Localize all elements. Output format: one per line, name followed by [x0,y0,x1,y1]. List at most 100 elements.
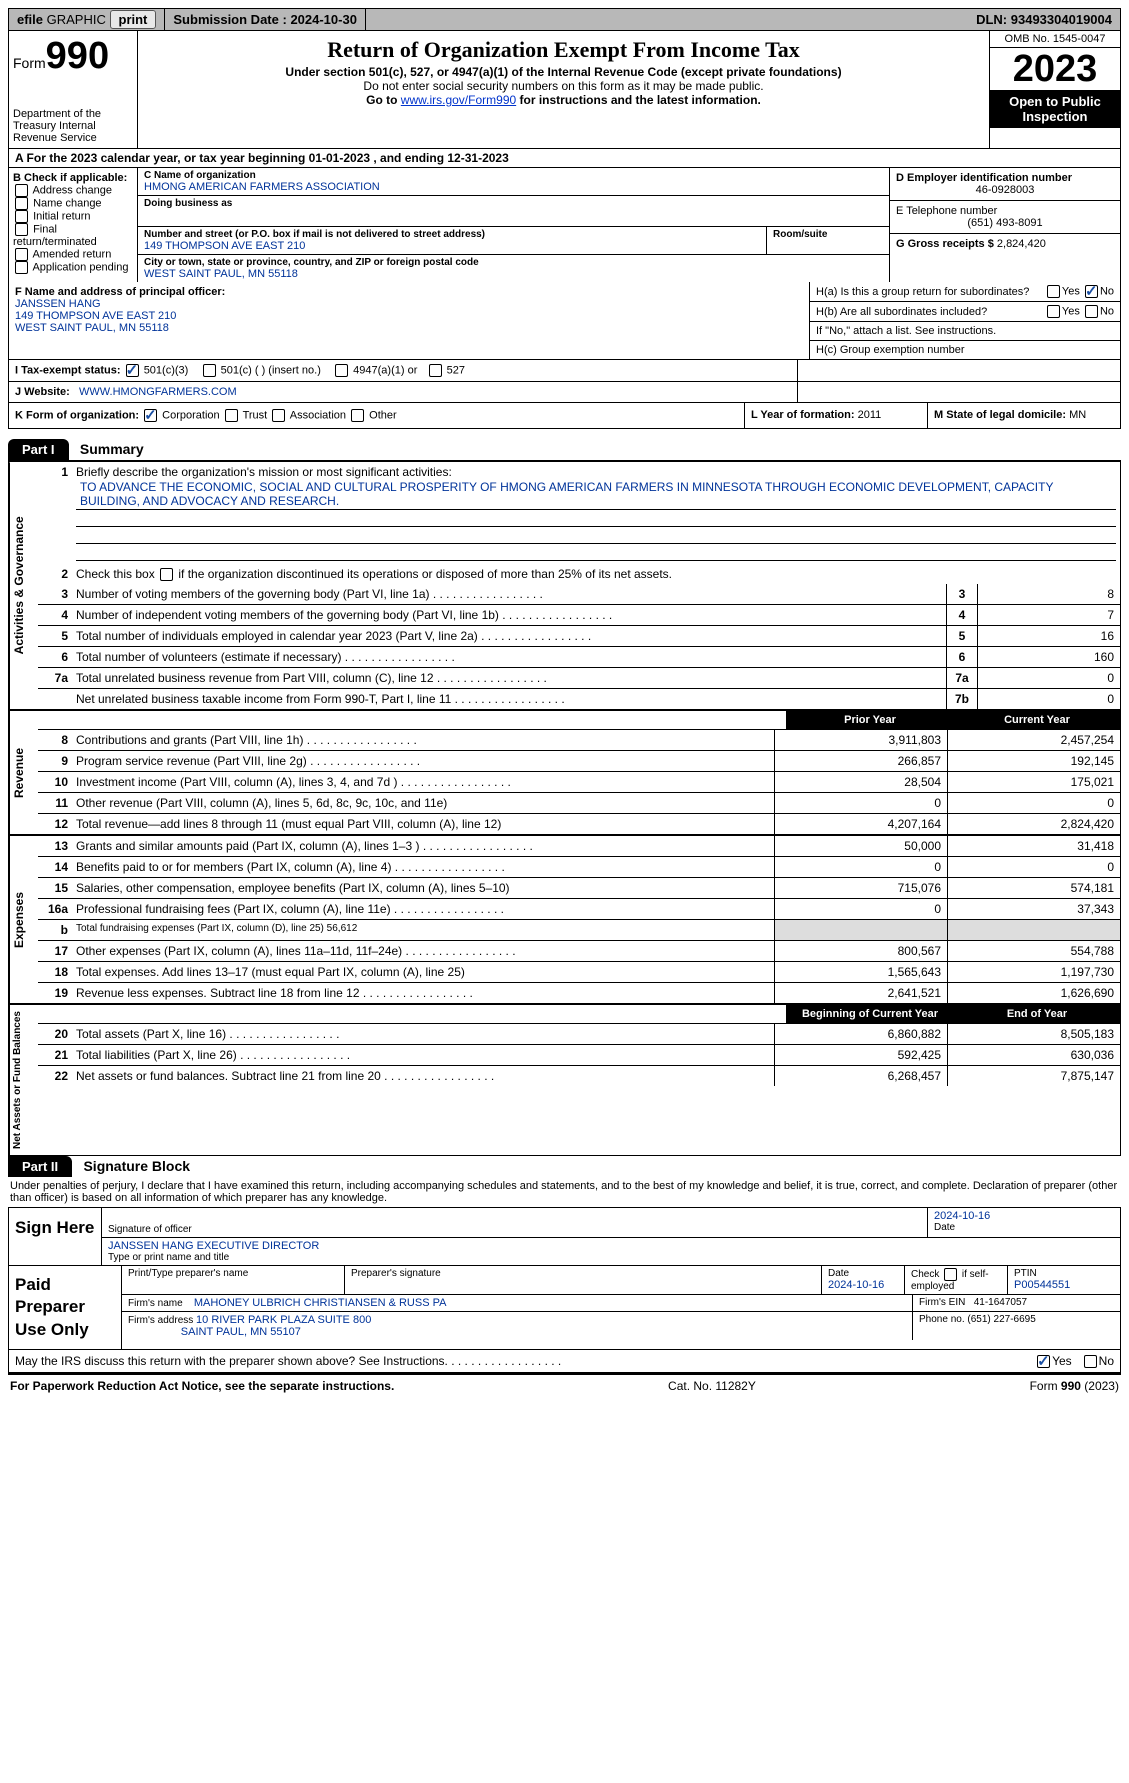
cb-hb-yes[interactable] [1047,305,1060,318]
r8-curr: 2,457,254 [947,730,1120,750]
firm-addr1: 10 RIVER PARK PLAZA SUITE 800 [196,1314,371,1326]
side-netassets: Net Assets or Fund Balances [9,1005,38,1155]
addr-label: Number and street (or P.O. box if mail i… [144,229,760,240]
part1-title: Summary [80,441,144,457]
part2-header: Part II [8,1156,72,1177]
gross-receipts-label: G Gross receipts $ [896,238,994,250]
section-bcd: B Check if applicable: Address change Na… [8,168,1121,282]
r22-desc: Net assets or fund balances. Subtract li… [72,1066,774,1086]
r11-prior: 0 [774,793,947,813]
public-inspection: Open to Public Inspection [990,90,1120,128]
part1-header: Part I [8,439,69,460]
irs-link[interactable]: www.irs.gov/Form990 [401,93,516,107]
r21-curr: 630,036 [947,1045,1120,1065]
footer: For Paperwork Reduction Act Notice, see … [8,1373,1121,1397]
summary-box: Activities & Governance 1 Briefly descri… [8,460,1121,1156]
cb-self-employed[interactable] [944,1268,957,1281]
s6-val: 160 [977,647,1120,667]
r16a-prior: 0 [774,899,947,919]
r11-desc: Other revenue (Part VIII, column (A), li… [72,793,774,813]
omb-number: OMB No. 1545-0047 [990,31,1120,48]
sig-officer-label: Signature of officer [108,1224,921,1235]
subtitle-3: Go to www.irs.gov/Form990 for instructio… [144,93,983,107]
cb-irs-yes[interactable] [1037,1355,1050,1368]
cb-final-return[interactable] [15,223,28,236]
r19-prior: 2,641,521 [774,983,947,1003]
cb-pending[interactable] [15,261,28,274]
subtitle-1: Under section 501(c), 527, or 4947(a)(1)… [144,65,983,79]
cb-assoc[interactable] [272,409,285,422]
r12-curr: 2,824,420 [947,814,1120,834]
officer-name-label: Type or print name and title [108,1252,1114,1263]
cb-trust[interactable] [225,409,238,422]
cb-discontinued[interactable] [160,568,173,581]
r14-curr: 0 [947,857,1120,877]
city-state-zip: WEST SAINT PAUL, MN 55118 [144,268,883,280]
footer-left: For Paperwork Reduction Act Notice, see … [10,1379,394,1393]
cb-name-change[interactable] [15,197,28,210]
cb-501c3[interactable] [126,364,139,377]
side-activities: Activities & Governance [9,462,38,709]
r9-curr: 192,145 [947,751,1120,771]
s1-desc: Briefly describe the organization's miss… [76,465,452,479]
r20-prior: 6,860,882 [774,1024,947,1044]
hdr-eoy: End of Year [953,1005,1120,1023]
r16a-curr: 37,343 [947,899,1120,919]
hdr-bcy: Beginning of Current Year [786,1005,953,1023]
side-revenue: Revenue [9,711,38,834]
sig-intro: Under penalties of perjury, I declare th… [8,1177,1121,1208]
r8-desc: Contributions and grants (Part VIII, lin… [72,730,774,750]
efile-label: efile GRAPHIC print [9,9,165,30]
cb-amended[interactable] [15,248,28,261]
print-button[interactable]: print [110,10,157,29]
footer-mid: Cat. No. 11282Y [668,1379,756,1393]
r18-desc: Total expenses. Add lines 13–17 (must eq… [72,962,774,982]
r10-prior: 28,504 [774,772,947,792]
cb-other[interactable] [351,409,364,422]
cb-4947[interactable] [335,364,348,377]
ein-label: D Employer identification number [896,172,1072,184]
org-name: HMONG AMERICAN FARMERS ASSOCIATION [144,181,883,193]
prep-date: 2024-10-16 [828,1279,884,1291]
section-fh: F Name and address of principal officer:… [8,282,1121,360]
r21-desc: Total liabilities (Part X, line 26) [72,1045,774,1065]
row-klm: K Form of organization: Corporation Trus… [8,403,1121,429]
cb-initial-return[interactable] [15,210,28,223]
ptin: P00544551 [1014,1279,1070,1291]
s7b-desc: Net unrelated business taxable income fr… [72,689,946,709]
r13-desc: Grants and similar amounts paid (Part IX… [72,836,774,856]
phone-label: E Telephone number [896,205,997,217]
top-bar: efile GRAPHIC print Submission Date : 20… [8,8,1121,31]
hdr-current: Current Year [953,711,1120,729]
r10-desc: Investment income (Part VIII, column (A)… [72,772,774,792]
sig-date: 2024-10-16 [934,1210,1114,1222]
form-title: Return of Organization Exempt From Incom… [144,37,983,63]
city-label: City or town, state or province, country… [144,257,883,268]
r14-desc: Benefits paid to or for members (Part IX… [72,857,774,877]
cb-ha-no[interactable] [1085,285,1098,298]
s2-desc: Check this box if the organization disco… [72,564,1120,584]
s4-val: 7 [977,605,1120,625]
r12-desc: Total revenue—add lines 8 through 11 (mu… [72,814,774,834]
part2-title: Signature Block [83,1158,190,1174]
row-j-website: J Website: WWW.HMONGFARMERS.COM [8,382,1121,403]
self-employed-check: Check if self-employed [905,1266,1008,1294]
cb-501c[interactable] [203,364,216,377]
cb-hb-no[interactable] [1085,305,1098,318]
r17-curr: 554,788 [947,941,1120,961]
cb-irs-no[interactable] [1084,1355,1097,1368]
r20-curr: 8,505,183 [947,1024,1120,1044]
firm-ein: 41-1647057 [974,1297,1027,1308]
prep-name-label: Print/Type preparer's name [122,1266,345,1294]
footer-right: Form 990 (2023) [1030,1379,1119,1393]
mission-text: TO ADVANCE THE ECONOMIC, SOCIAL AND CULT… [76,479,1116,510]
ha-label: H(a) Is this a group return for subordin… [816,286,1029,298]
col-b-checkboxes: B Check if applicable: Address change Na… [9,168,138,282]
cb-address-change[interactable] [15,184,28,197]
firm-phone: (651) 227-6695 [967,1314,1035,1325]
row-a-tax-year: A For the 2023 calendar year, or tax yea… [8,149,1121,168]
cb-corp[interactable] [144,409,157,422]
r8-prior: 3,911,803 [774,730,947,750]
cb-527[interactable] [429,364,442,377]
cb-ha-yes[interactable] [1047,285,1060,298]
